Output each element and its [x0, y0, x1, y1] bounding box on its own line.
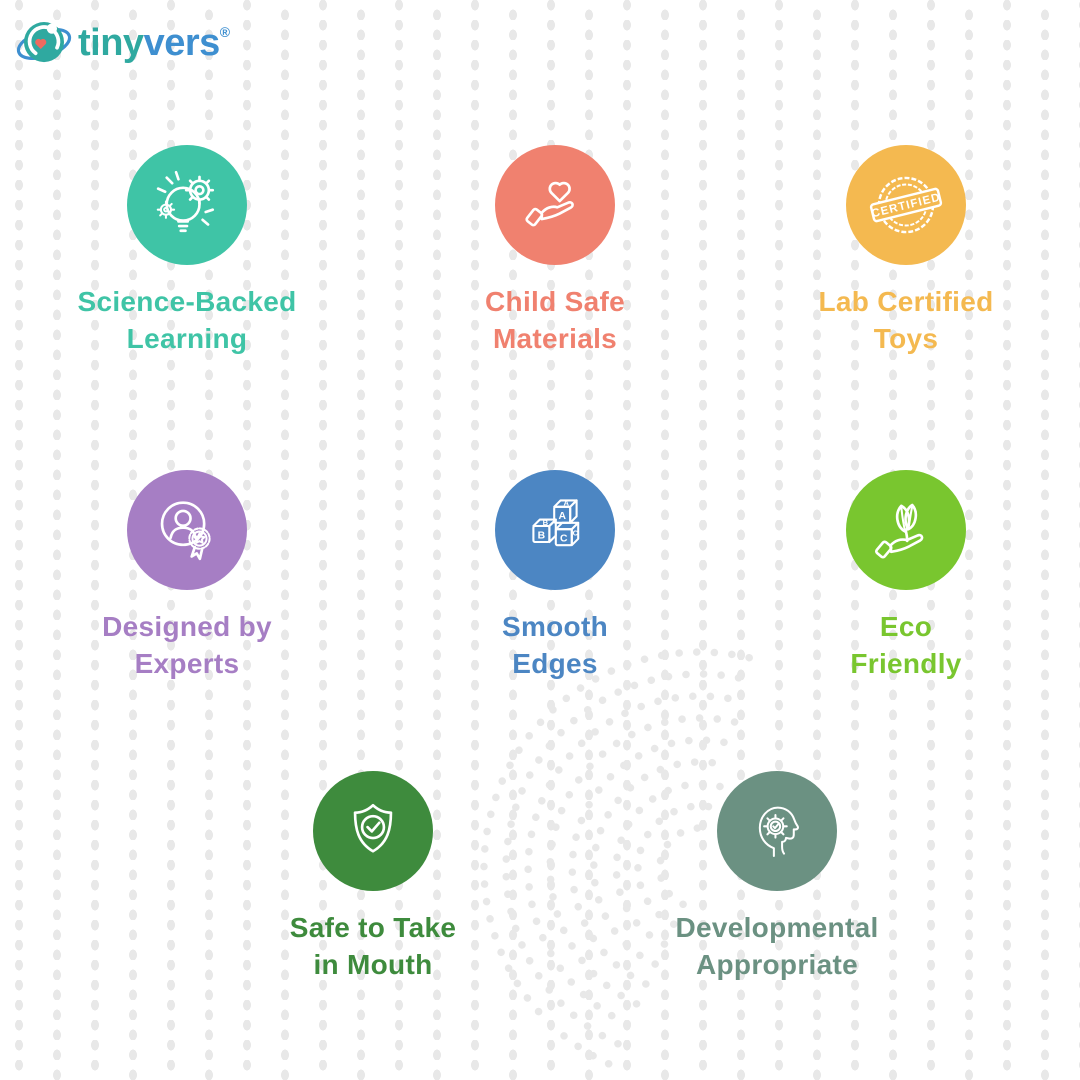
abc-blocks-icon: A A B B C C: [532, 499, 580, 547]
block-letter-b: B: [538, 530, 546, 541]
brand-logo-icon: [16, 22, 72, 63]
badge-eco-friendly: Eco Friendly: [736, 470, 1076, 682]
badge-safe-to-take-in-mouth: Safe to Take in Mouth: [203, 771, 543, 983]
badge-label: Child Safe Materials: [485, 283, 625, 357]
logo-heart: [35, 38, 47, 50]
badge-label-line2: Materials: [492, 323, 618, 354]
block-letter-a-top: A: [563, 499, 569, 508]
badge-label: Eco Friendly: [850, 608, 961, 682]
eco-badge-circle: [846, 470, 966, 590]
brand-wordmark: tinyvers®: [78, 24, 230, 62]
badge-label: Safe to Take in Mouth: [290, 909, 456, 983]
badge-label-line1: Science-Backed: [77, 286, 297, 317]
badge-label: Smooth Edges: [502, 608, 608, 682]
block-letter-b-top: B: [543, 518, 549, 527]
block-b: B B: [532, 518, 557, 544]
badge-label-line2: Edges: [512, 648, 598, 679]
brand-name-first: tiny: [78, 22, 144, 64]
block-letter-c-side: C: [573, 529, 579, 538]
child-safe-badge-circle: [495, 145, 615, 265]
head-gear-icon: [758, 806, 799, 857]
badge-developmental-appropriate: Developmental Appropriate: [607, 771, 947, 983]
badge-label-line1: Safe to Take: [289, 912, 457, 943]
badge-science-backed-learning: Science-Backed Learning: [17, 145, 357, 357]
small-gear: [156, 200, 176, 219]
badge-label-line2: Toys: [873, 323, 939, 354]
gear-check: [763, 813, 788, 839]
certified-stamp-icon: CERTIFIED: [869, 176, 943, 234]
badge-label-line2: Experts: [134, 648, 240, 679]
bulb-gear-icon: [156, 170, 215, 233]
badge-label: Developmental Appropriate: [675, 909, 878, 983]
block-a: A A: [553, 499, 578, 524]
badge-label-line1: Lab Certified: [818, 286, 994, 317]
developmental-badge-circle: [717, 771, 837, 891]
badge-smooth-edges: A A B B C C Smooth Edges: [385, 470, 725, 682]
badge-label-line1: Developmental: [675, 912, 879, 943]
badge-child-safe-materials: Child Safe Materials: [385, 145, 725, 357]
badge-label-line1: Child Safe: [485, 286, 625, 317]
experts-badge-circle: [127, 470, 247, 590]
shield-check-icon: [353, 803, 393, 853]
brand-name-second: vers: [143, 22, 221, 64]
badge-lab-certified-toys: CERTIFIED Lab Certified Toys: [736, 145, 1076, 357]
badge-label-line2: in Mouth: [313, 949, 433, 980]
block-c: C C: [554, 521, 580, 547]
block-letter-a: A: [558, 511, 566, 522]
badge-label: Science-Backed Learning: [78, 283, 297, 357]
badge-label: Designed by Experts: [102, 608, 272, 682]
badge-label: Lab Certified Toys: [818, 283, 993, 357]
expert-badge-icon: [160, 501, 211, 561]
large-gear: [184, 175, 215, 205]
brand-logo: tinyvers®: [16, 16, 230, 70]
badge-label-line2: Appropriate: [696, 949, 858, 980]
badge-label-line2: Learning: [126, 323, 248, 354]
badge-label-line1: Designed by: [102, 611, 272, 642]
block-letter-c: C: [560, 534, 568, 545]
lab-certified-badge-circle: CERTIFIED: [846, 145, 966, 265]
badge-label-line1: Smooth: [501, 611, 608, 642]
safe-mouth-badge-circle: [313, 771, 433, 891]
badge-designed-by-experts: Designed by Experts: [17, 470, 357, 682]
badge-label-line2: Friendly: [850, 648, 962, 679]
hand-heart-icon: [525, 181, 574, 227]
badge-label-line1: Eco: [879, 611, 933, 642]
plant-hand-icon: [875, 503, 924, 559]
registered-mark: ®: [219, 24, 230, 41]
logo-head-dot: [46, 23, 58, 34]
smooth-edges-badge-circle: A A B B C C: [495, 470, 615, 590]
science-badge-circle: [127, 145, 247, 265]
